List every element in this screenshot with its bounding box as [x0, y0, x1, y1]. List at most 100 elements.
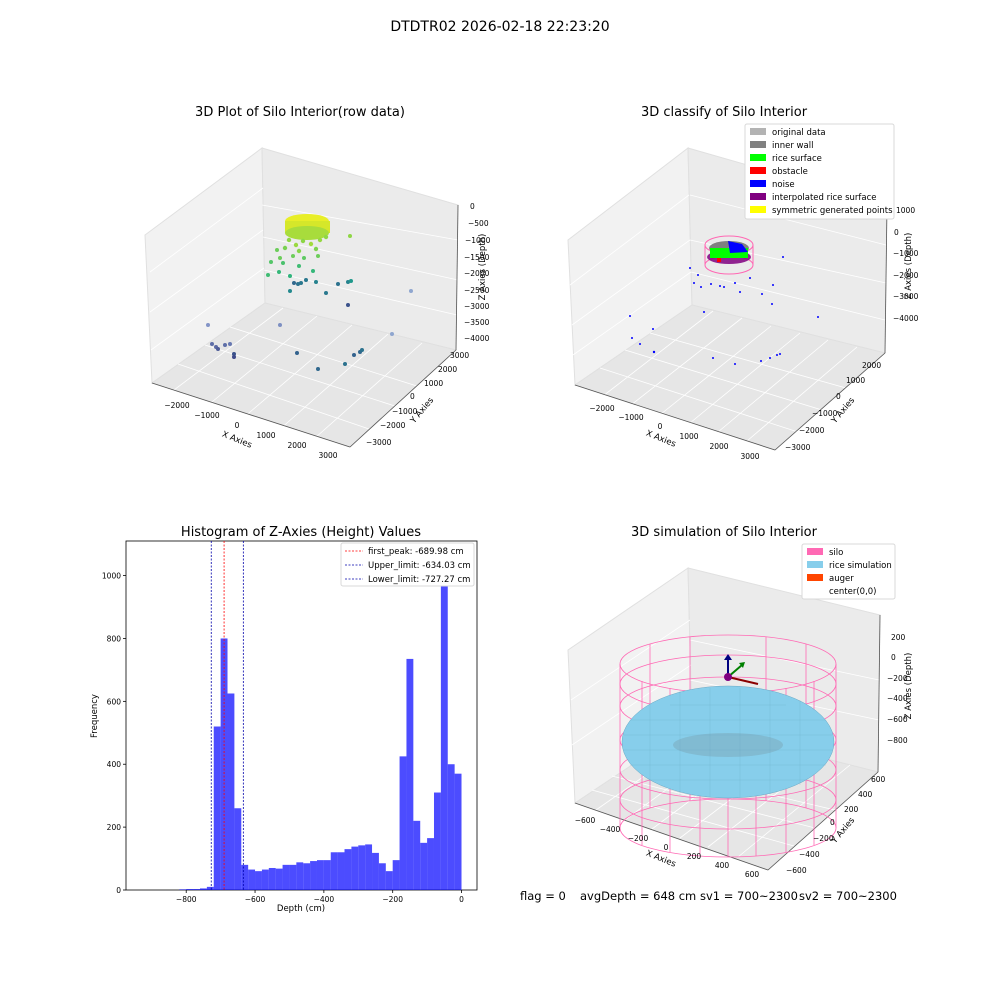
simulation-auger — [724, 654, 759, 685]
classify-legend-label: rice surface — [772, 154, 822, 164]
footer-flag: flag = 0 — [520, 889, 566, 903]
raw-xtick-label: 0 — [235, 421, 240, 430]
simulation-ytick-label: −400 — [799, 850, 820, 859]
simulation-xtick-label: −400 — [600, 825, 621, 834]
simulation-legend-item: rice simulation — [807, 561, 892, 571]
histogram-legend-label: Upper_limit: -634.03 cm — [368, 561, 471, 571]
classify-ytick-label: 2000 — [862, 361, 881, 370]
histogram-bar — [296, 862, 304, 890]
simulation-panel: 3D simulation of Silo Interior — [567, 525, 914, 879]
simulation-legend-label: center(0,0) — [829, 587, 877, 597]
simulation-xtick-label: 400 — [715, 861, 730, 870]
classify-legend-item: noise — [750, 180, 795, 190]
histogram-bar — [220, 638, 228, 890]
histogram-legend-frame — [340, 542, 475, 587]
classify-ztick-label: 0 — [894, 228, 899, 237]
histogram-bar — [275, 868, 283, 890]
histogram-bar — [234, 808, 242, 890]
histogram-bar — [344, 849, 352, 890]
classify-legend-swatch — [750, 180, 766, 187]
classify-ztick-label: −1000 — [893, 249, 919, 258]
histogram-legend-item: Upper_limit: -634.03 cm — [345, 561, 471, 571]
simulation-legend-swatch — [807, 561, 823, 568]
histogram-legend: first_peak: -689.98 cm Upper_limit: -634… — [340, 542, 475, 587]
raw-ztick-label: −4000 — [464, 334, 490, 343]
classify-legend-label: symmetric generated points — [772, 206, 893, 216]
simulation-legend: silo rice simulation auger center(0,0) — [801, 543, 896, 600]
classify-xtick-label: −2000 — [589, 404, 615, 413]
classify-point-cloud — [629, 235, 819, 365]
classify-ztick-label: −4000 — [893, 314, 919, 323]
classify-ytick-label: −3000 — [785, 443, 811, 452]
histogram-legend-item: Lower_limit: -727.27 cm — [345, 575, 470, 585]
histogram-plot-area — [125, 540, 478, 891]
histogram-ytick-label: 0 — [116, 886, 121, 895]
simulation-ytick-label: 0 — [830, 818, 835, 827]
histogram-bar — [399, 756, 407, 890]
histogram-bar — [227, 693, 235, 890]
footer-annotation: flag = 0 avgDepth = 648 cm sv1 = 700~230… — [520, 889, 897, 903]
simulation-z-axis-label: Z Axies (Depth) — [904, 653, 914, 720]
raw-ztick-label: −2500 — [464, 286, 490, 295]
classify-legend-swatch — [750, 206, 766, 213]
simulation-ztick-label: −200 — [887, 674, 908, 683]
histogram-ytick-label: 600 — [107, 697, 122, 706]
histogram-bar — [440, 563, 448, 890]
histogram-bar — [255, 871, 262, 890]
raw-x-axis-line — [151, 382, 351, 448]
histogram-bar — [268, 867, 276, 890]
raw-ztick-label: 0 — [470, 202, 475, 211]
simulation-ytick-label: −600 — [786, 866, 807, 875]
raw-ytick-label: −1000 — [392, 407, 418, 416]
histogram-ytick-label: 800 — [107, 634, 122, 643]
raw-scatter-points — [206, 234, 413, 371]
raw-y-tick-labels: 3000 2000 1000 0 −1000 −2000 −3000 — [366, 351, 469, 447]
histogram-bar — [241, 864, 249, 890]
histogram-xtick-label: −400 — [314, 895, 335, 904]
raw-ztick-label: −500 — [468, 219, 489, 228]
simulation-ztick-label: 0 — [891, 653, 896, 662]
simulation-legend-item: silo — [807, 548, 843, 558]
raw-y-axis-line — [349, 349, 457, 448]
histogram-legend-item: first_peak: -689.98 cm — [345, 547, 464, 557]
histogram-bar — [206, 886, 214, 890]
raw-ytick-label: 2000 — [438, 365, 457, 374]
classify-z-tick-labels: 1000 0 −1000 −2000 −3000 −4000 — [893, 206, 919, 323]
classify-xtick-label: 0 — [658, 422, 663, 431]
histogram-bar — [248, 869, 256, 890]
classify-legend-label: original data — [772, 128, 826, 138]
classify-legend-swatch — [750, 128, 766, 135]
simulation-ytick-label: 200 — [844, 805, 859, 814]
raw-panel-title: 3D Plot of Silo Interior(row data) — [195, 105, 405, 120]
raw-ztick-label: −3500 — [464, 318, 490, 327]
histogram-xtick-label: −600 — [245, 895, 266, 904]
histogram-xtick-label: 0 — [459, 895, 464, 904]
raw-xtick-label: 2000 — [287, 441, 306, 450]
raw-xtick-label: −2000 — [164, 401, 190, 410]
classify-legend-item: rice surface — [750, 154, 822, 164]
histogram-y-axis-label: Frequency — [90, 694, 100, 738]
classify-xtick-label: 3000 — [740, 452, 759, 461]
histogram-bar — [323, 860, 331, 890]
raw-ytick-label: 0 — [410, 392, 415, 401]
raw-point-cloud — [206, 214, 413, 371]
raw-z-axis-label: Z Axies (Depth) — [478, 234, 488, 301]
classify-legend-label: interpolated rice surface — [772, 193, 877, 203]
histogram-bar — [193, 889, 200, 890]
classify-z-axis-label: Z Axies (Depth) — [904, 233, 914, 300]
raw-z-axis-line — [455, 204, 459, 351]
simulation-x-axis-label: X Axies — [644, 849, 677, 870]
classify-xtick-label: −1000 — [618, 413, 644, 422]
classify-xtick-label: 2000 — [709, 442, 728, 451]
simulation-z-tick-labels: 200 0 −200 −400 −600 −800 — [887, 633, 908, 745]
classify-legend-item: obstacle — [750, 167, 808, 177]
histogram-bars — [179, 563, 462, 890]
histogram-bar — [303, 863, 311, 890]
classify-legend-frame — [744, 123, 895, 220]
raw-z-tick-labels: 0 −500 −1000 −1500 −2000 −2500 −3000 −35… — [464, 202, 491, 343]
histogram-bar — [433, 792, 441, 890]
footer-sv1: sv1 = 700~2300 — [700, 889, 798, 903]
raw-ytick-label: −2000 — [380, 421, 406, 430]
histogram-bar — [316, 860, 324, 890]
histogram-ytick-label: 200 — [107, 823, 122, 832]
